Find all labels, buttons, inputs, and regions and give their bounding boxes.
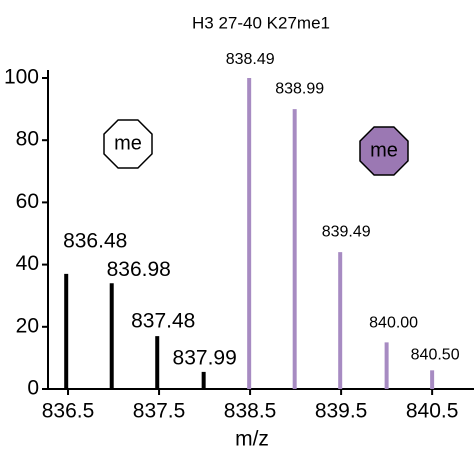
- y-tick-label: 40: [16, 252, 39, 275]
- peak-label: 838.49: [226, 51, 275, 68]
- annotation: me: [114, 132, 142, 154]
- y-tick-label: 100: [4, 66, 39, 89]
- x-tick-label: 840.5: [406, 400, 459, 423]
- annotation: me: [370, 139, 398, 161]
- y-tick-label: 60: [16, 190, 39, 213]
- peak-label: 837.99: [173, 346, 237, 369]
- x-tick-label: 839.5: [315, 400, 368, 423]
- peak-label: 838.99: [275, 80, 324, 97]
- octagon: [359, 126, 409, 176]
- y-tick-label: 0: [27, 377, 39, 400]
- peak-label: 840.00: [369, 315, 418, 332]
- x-axis-label: m/z: [235, 428, 269, 451]
- peak-label: 836.98: [107, 258, 171, 281]
- y-tick-label: 20: [16, 314, 39, 337]
- peak-label: 840.50: [411, 347, 460, 364]
- peak-label: 839.49: [322, 223, 371, 240]
- x-tick-label: 837.5: [133, 400, 186, 423]
- peak-label: 836.48: [63, 229, 127, 252]
- y-tick-label: 80: [16, 128, 39, 151]
- chart-title: H3 27-40 K27me1: [192, 13, 330, 32]
- x-tick-label: 838.5: [224, 400, 277, 423]
- octagon: [103, 119, 153, 169]
- x-tick-label: 836.5: [42, 400, 95, 423]
- peak-label: 837.48: [131, 310, 195, 333]
